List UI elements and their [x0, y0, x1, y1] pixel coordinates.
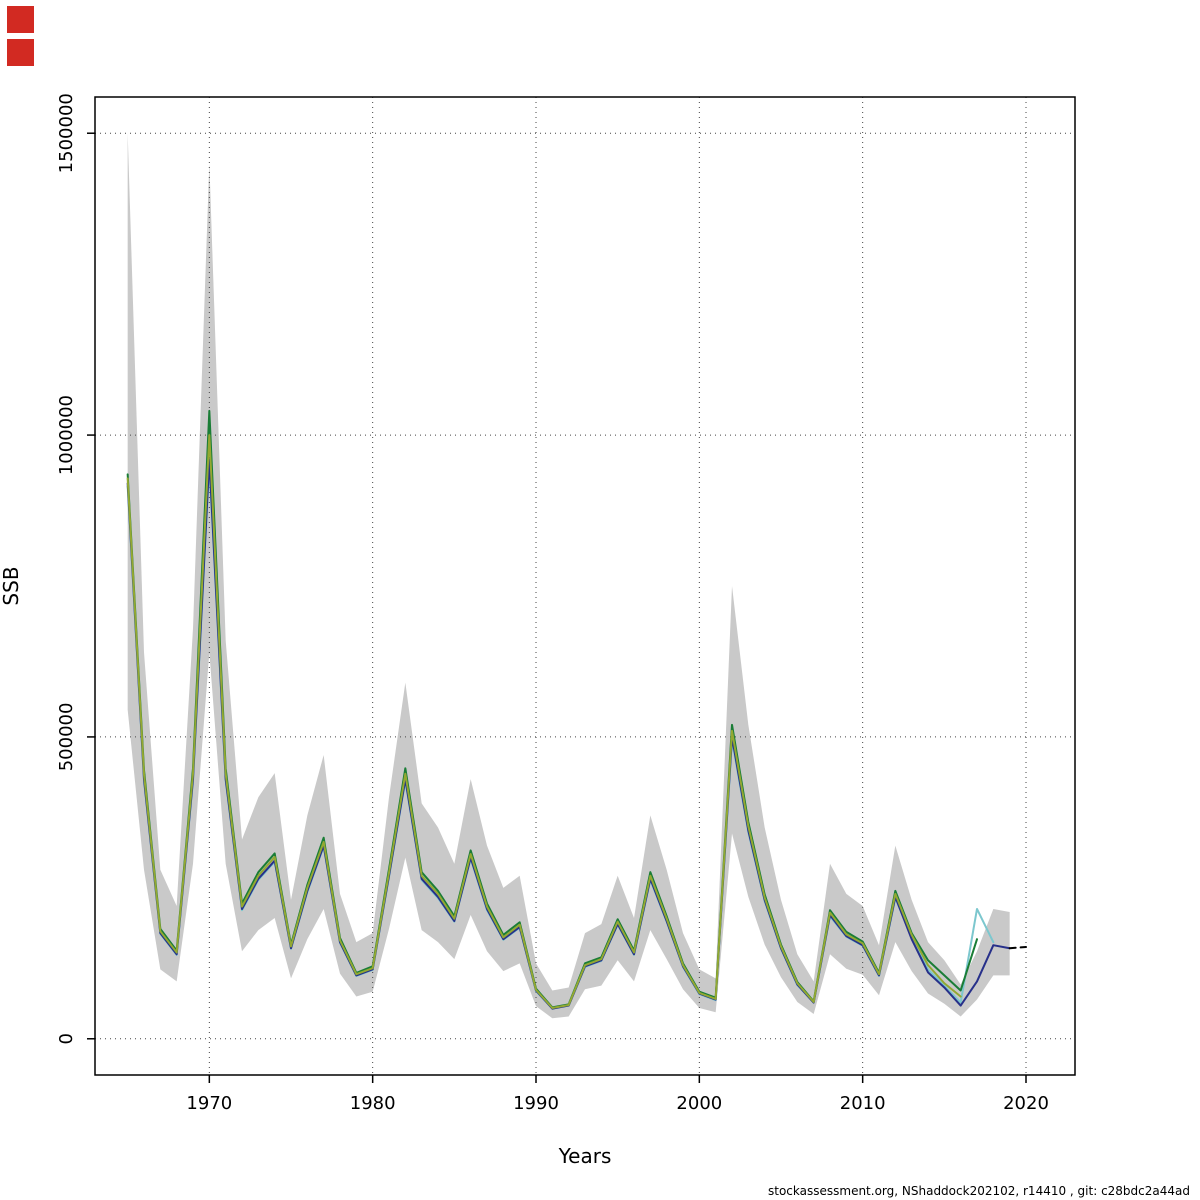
y-axis-label: SSB	[0, 566, 23, 605]
svg-text:1980: 1980	[350, 1093, 396, 1114]
svg-text:1990: 1990	[513, 1093, 559, 1114]
series-line-layer	[126, 409, 1027, 1010]
red-square-marker-bottom	[7, 39, 34, 66]
svg-text:2010: 2010	[840, 1093, 886, 1114]
x-axis-label: Years	[558, 1144, 612, 1168]
gridline-layer	[95, 97, 1075, 1075]
axis-layer: 1970 1980 1990 2000 2010 2020 0 500000 1000000 15…	[56, 93, 1076, 1114]
svg-text:1000000: 1000000	[56, 395, 77, 475]
svg-text:500000: 500000	[56, 703, 77, 772]
svg-text:2020: 2020	[1003, 1093, 1049, 1114]
confidence-band-layer	[127, 133, 1010, 1019]
svg-text:1500000: 1500000	[56, 93, 77, 173]
svg-text:0: 0	[56, 1033, 77, 1044]
red-square-marker-top	[7, 6, 34, 33]
svg-text:1970: 1970	[186, 1093, 232, 1114]
svg-text:2000: 2000	[676, 1093, 722, 1114]
footer-attribution: stockassessment.org, NShaddock202102, r1…	[768, 1184, 1190, 1198]
